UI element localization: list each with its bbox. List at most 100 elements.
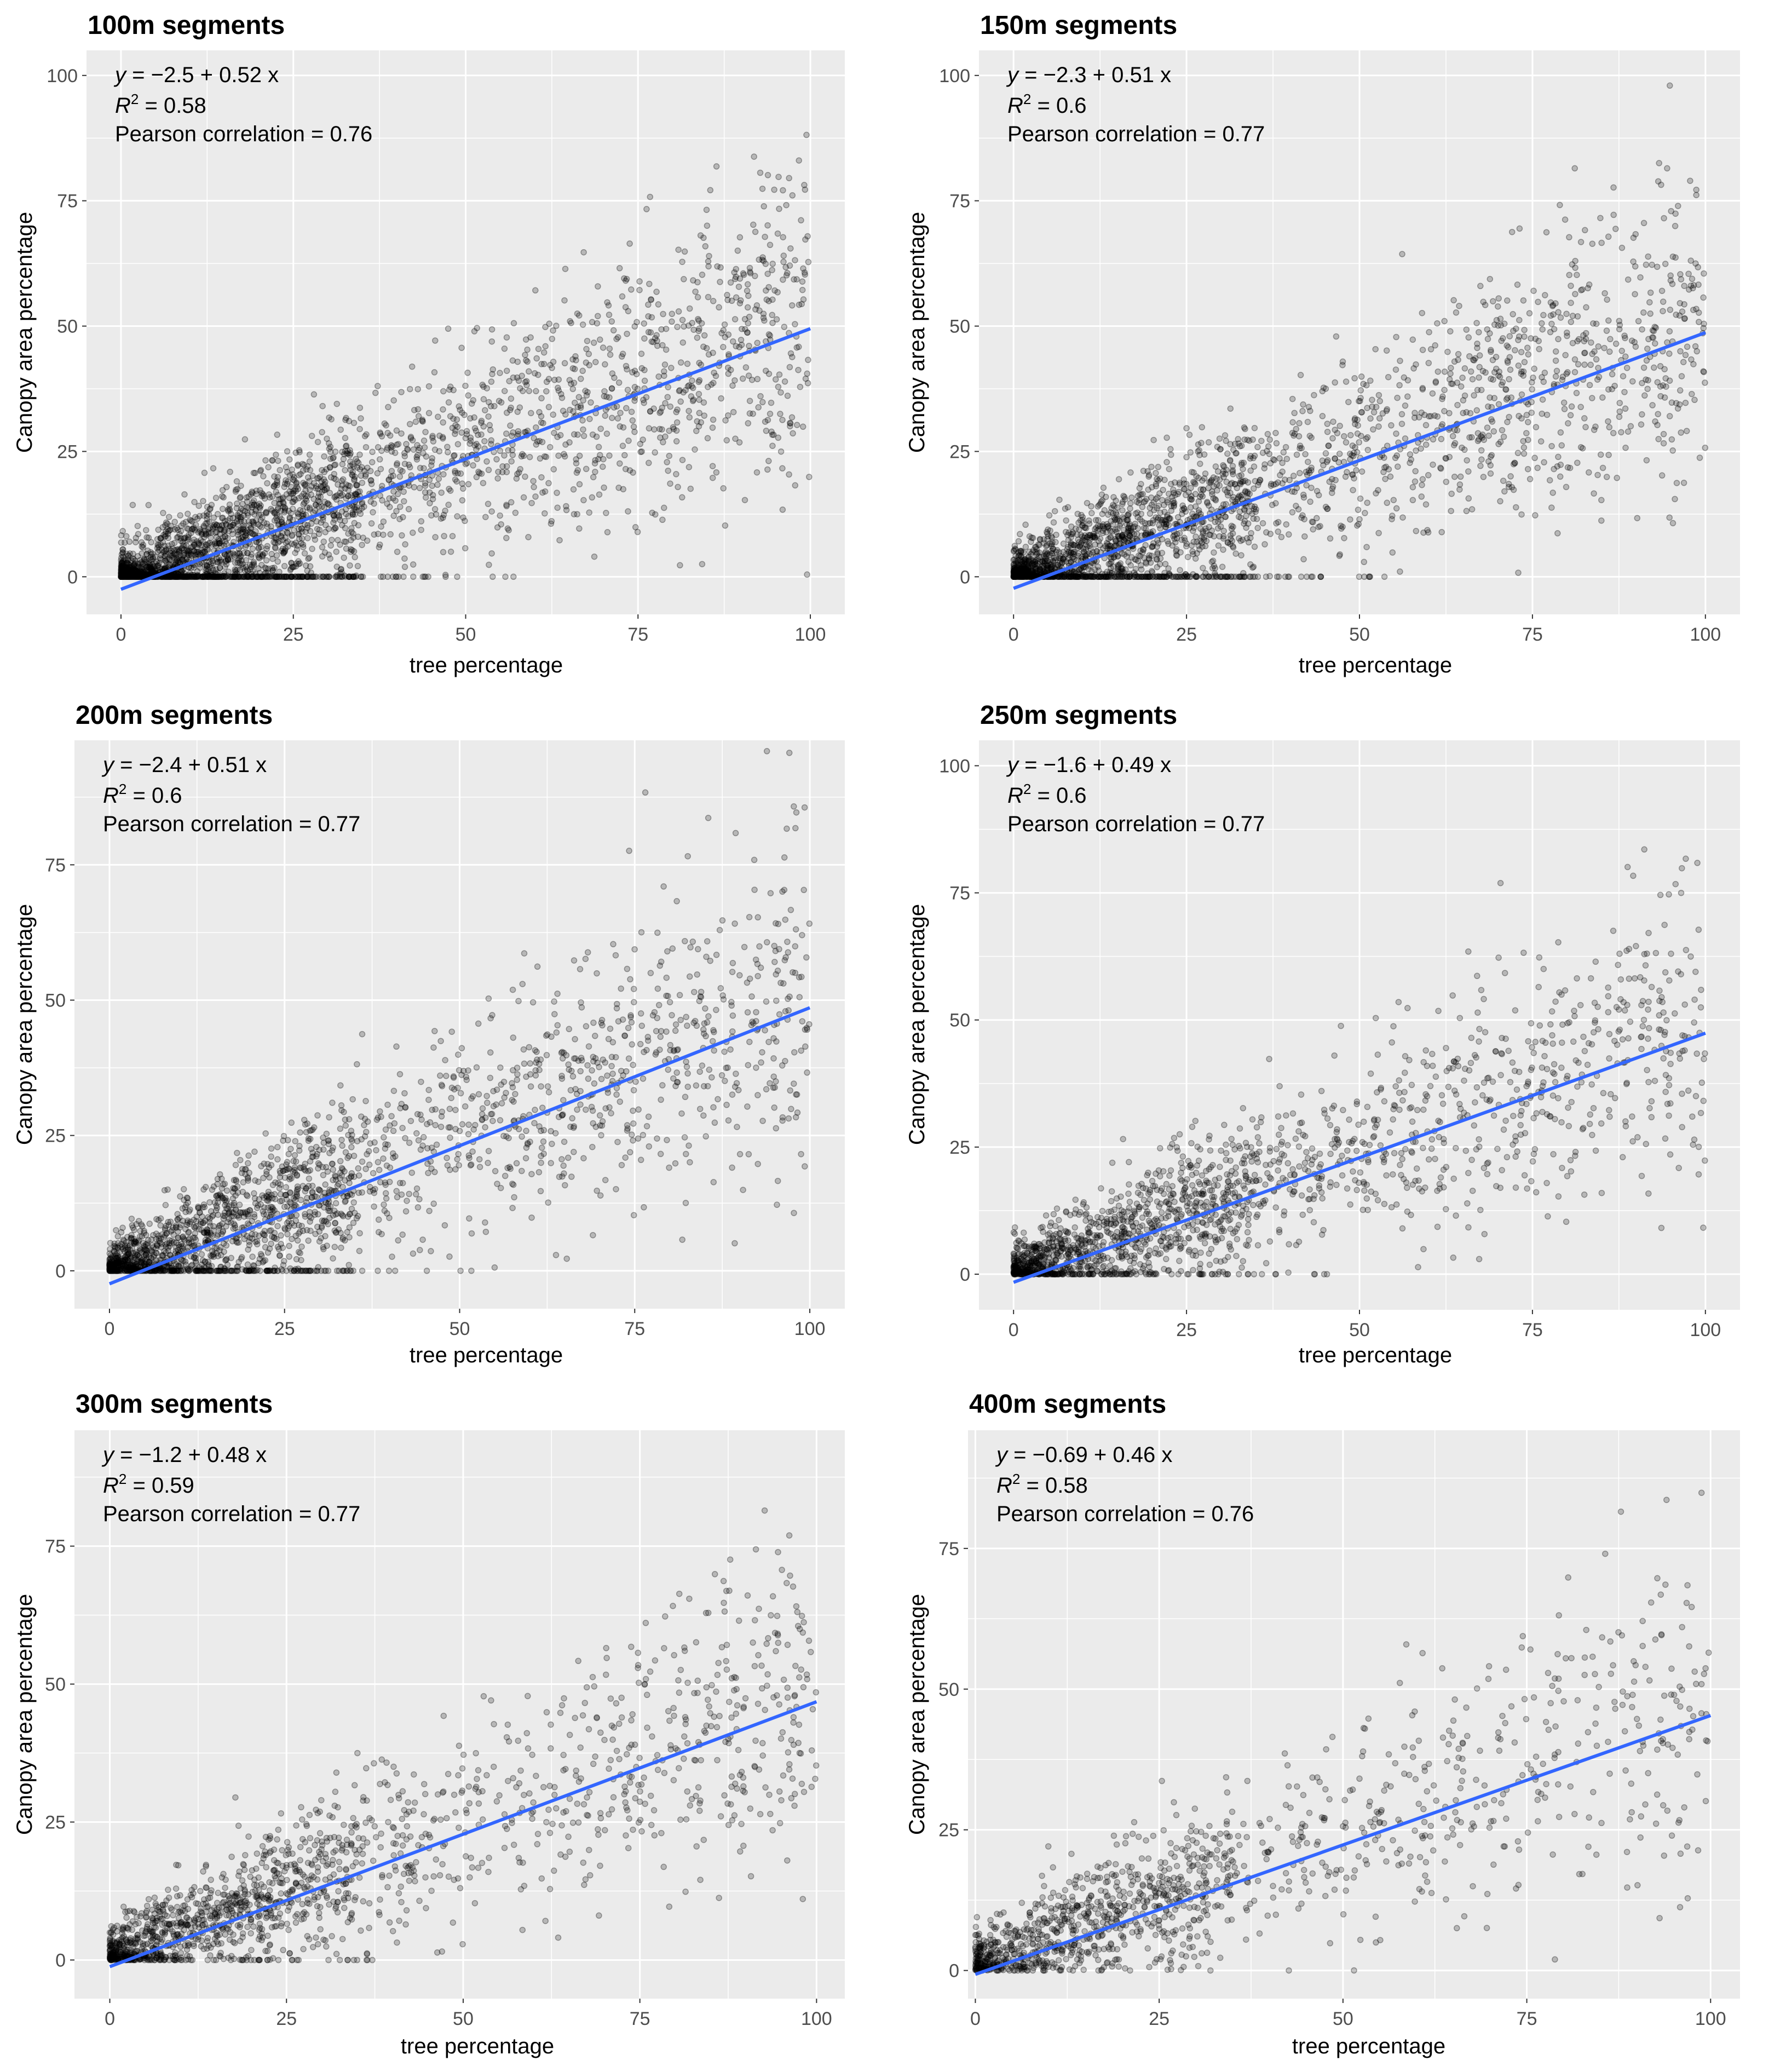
scatter-point — [399, 532, 405, 539]
scatter-point — [482, 514, 489, 520]
scatter-point — [1434, 368, 1442, 375]
scatter-point — [295, 573, 302, 580]
scatter-point — [336, 573, 343, 580]
scatter-point — [1667, 277, 1674, 284]
scatter-point — [295, 461, 301, 468]
scatter-point — [541, 488, 549, 495]
scatter-point — [628, 408, 635, 415]
scatter-point — [170, 554, 177, 561]
scatter-point — [304, 573, 310, 580]
scatter-point — [341, 538, 348, 545]
scatter-point — [793, 422, 800, 428]
scatter-point — [1552, 357, 1559, 364]
scatter-point — [757, 393, 764, 400]
scatter-point — [695, 378, 702, 385]
scatter-point — [239, 533, 246, 540]
scatter-point — [177, 512, 183, 519]
scatter-point — [1652, 418, 1658, 425]
scatter-point — [220, 494, 227, 501]
scatter-point — [730, 338, 736, 345]
scatter-point — [300, 480, 307, 486]
y-tick-label: 100 — [47, 66, 78, 87]
scatter-point — [1658, 287, 1666, 294]
scatter-point — [353, 491, 359, 498]
scatter-point — [1413, 528, 1420, 534]
scatter-point — [741, 316, 748, 323]
scatter-point — [1530, 287, 1537, 294]
scatter-point — [707, 187, 714, 194]
scatter-point — [232, 488, 239, 495]
scatter-point — [625, 438, 632, 444]
scatter-point — [216, 539, 223, 546]
scatter-point — [1647, 289, 1654, 296]
scatter-point — [567, 318, 573, 325]
scatter-point — [645, 313, 652, 320]
scatter-point — [520, 452, 527, 459]
scatter-point — [1487, 275, 1494, 283]
scatter-point — [1505, 344, 1512, 350]
scatter-point — [270, 483, 278, 490]
scatter-point — [1524, 465, 1531, 473]
scatter-point — [1568, 300, 1574, 306]
scatter-point — [560, 407, 567, 415]
scatter-point — [1176, 530, 1183, 537]
scatter-point — [356, 404, 364, 411]
scatter-point — [709, 474, 716, 481]
scatter-point — [1604, 296, 1610, 303]
scatter-point — [538, 395, 545, 402]
scatter-point — [1354, 522, 1361, 529]
scatter-point — [1507, 473, 1514, 480]
scatter-point — [1464, 457, 1470, 464]
scatter-point — [1347, 516, 1353, 523]
scatter-point — [665, 467, 671, 474]
scatter-point — [163, 519, 170, 526]
scatter-point — [1127, 469, 1134, 476]
scatter-point — [1389, 513, 1396, 519]
scatter-point — [1441, 318, 1448, 325]
scatter-point — [429, 496, 436, 503]
scatter-point — [1605, 233, 1612, 240]
scatter-point — [1629, 378, 1636, 385]
y-tick-label: 0 — [67, 567, 78, 588]
scatter-point — [1164, 499, 1171, 506]
scatter-point — [333, 548, 340, 555]
scatter-point — [698, 361, 705, 368]
scatter-point — [377, 541, 383, 548]
scatter-point — [471, 328, 478, 335]
scatter-point — [1621, 389, 1628, 395]
scatter-point — [246, 561, 254, 568]
scatter-point — [1583, 304, 1589, 311]
scatter-point — [1521, 333, 1528, 340]
scatter-point — [288, 560, 295, 566]
scatter-point — [1553, 367, 1560, 375]
scatter-point — [1345, 399, 1352, 405]
scatter-point — [341, 554, 347, 561]
scatter-point — [662, 325, 670, 332]
scatter-point — [717, 279, 723, 285]
scatter-point — [184, 537, 191, 544]
scatter-point — [799, 278, 806, 285]
scatter-point — [1422, 501, 1430, 508]
scatter-point — [1499, 379, 1506, 385]
scatter-point — [1419, 476, 1426, 483]
scatter-point — [754, 339, 761, 347]
scatter-point — [494, 475, 501, 482]
scatter-point — [445, 325, 452, 332]
scatter-point — [1081, 549, 1088, 556]
scatter-point — [378, 482, 385, 490]
scatter-point — [201, 572, 208, 579]
scatter-point — [704, 222, 711, 229]
scatter-point — [1227, 405, 1234, 412]
scatter-point — [677, 359, 684, 366]
scatter-point — [412, 418, 419, 425]
scatter-point — [429, 482, 436, 489]
scatter-point — [401, 453, 408, 459]
scatter-point — [723, 437, 730, 444]
scatter-point — [687, 485, 694, 492]
scatter-point — [638, 350, 645, 357]
scatter-point — [522, 379, 529, 385]
scatter-point — [1605, 452, 1612, 458]
scatter-point — [1404, 393, 1411, 400]
scatter-point — [321, 469, 328, 475]
scatter-point — [692, 446, 698, 453]
